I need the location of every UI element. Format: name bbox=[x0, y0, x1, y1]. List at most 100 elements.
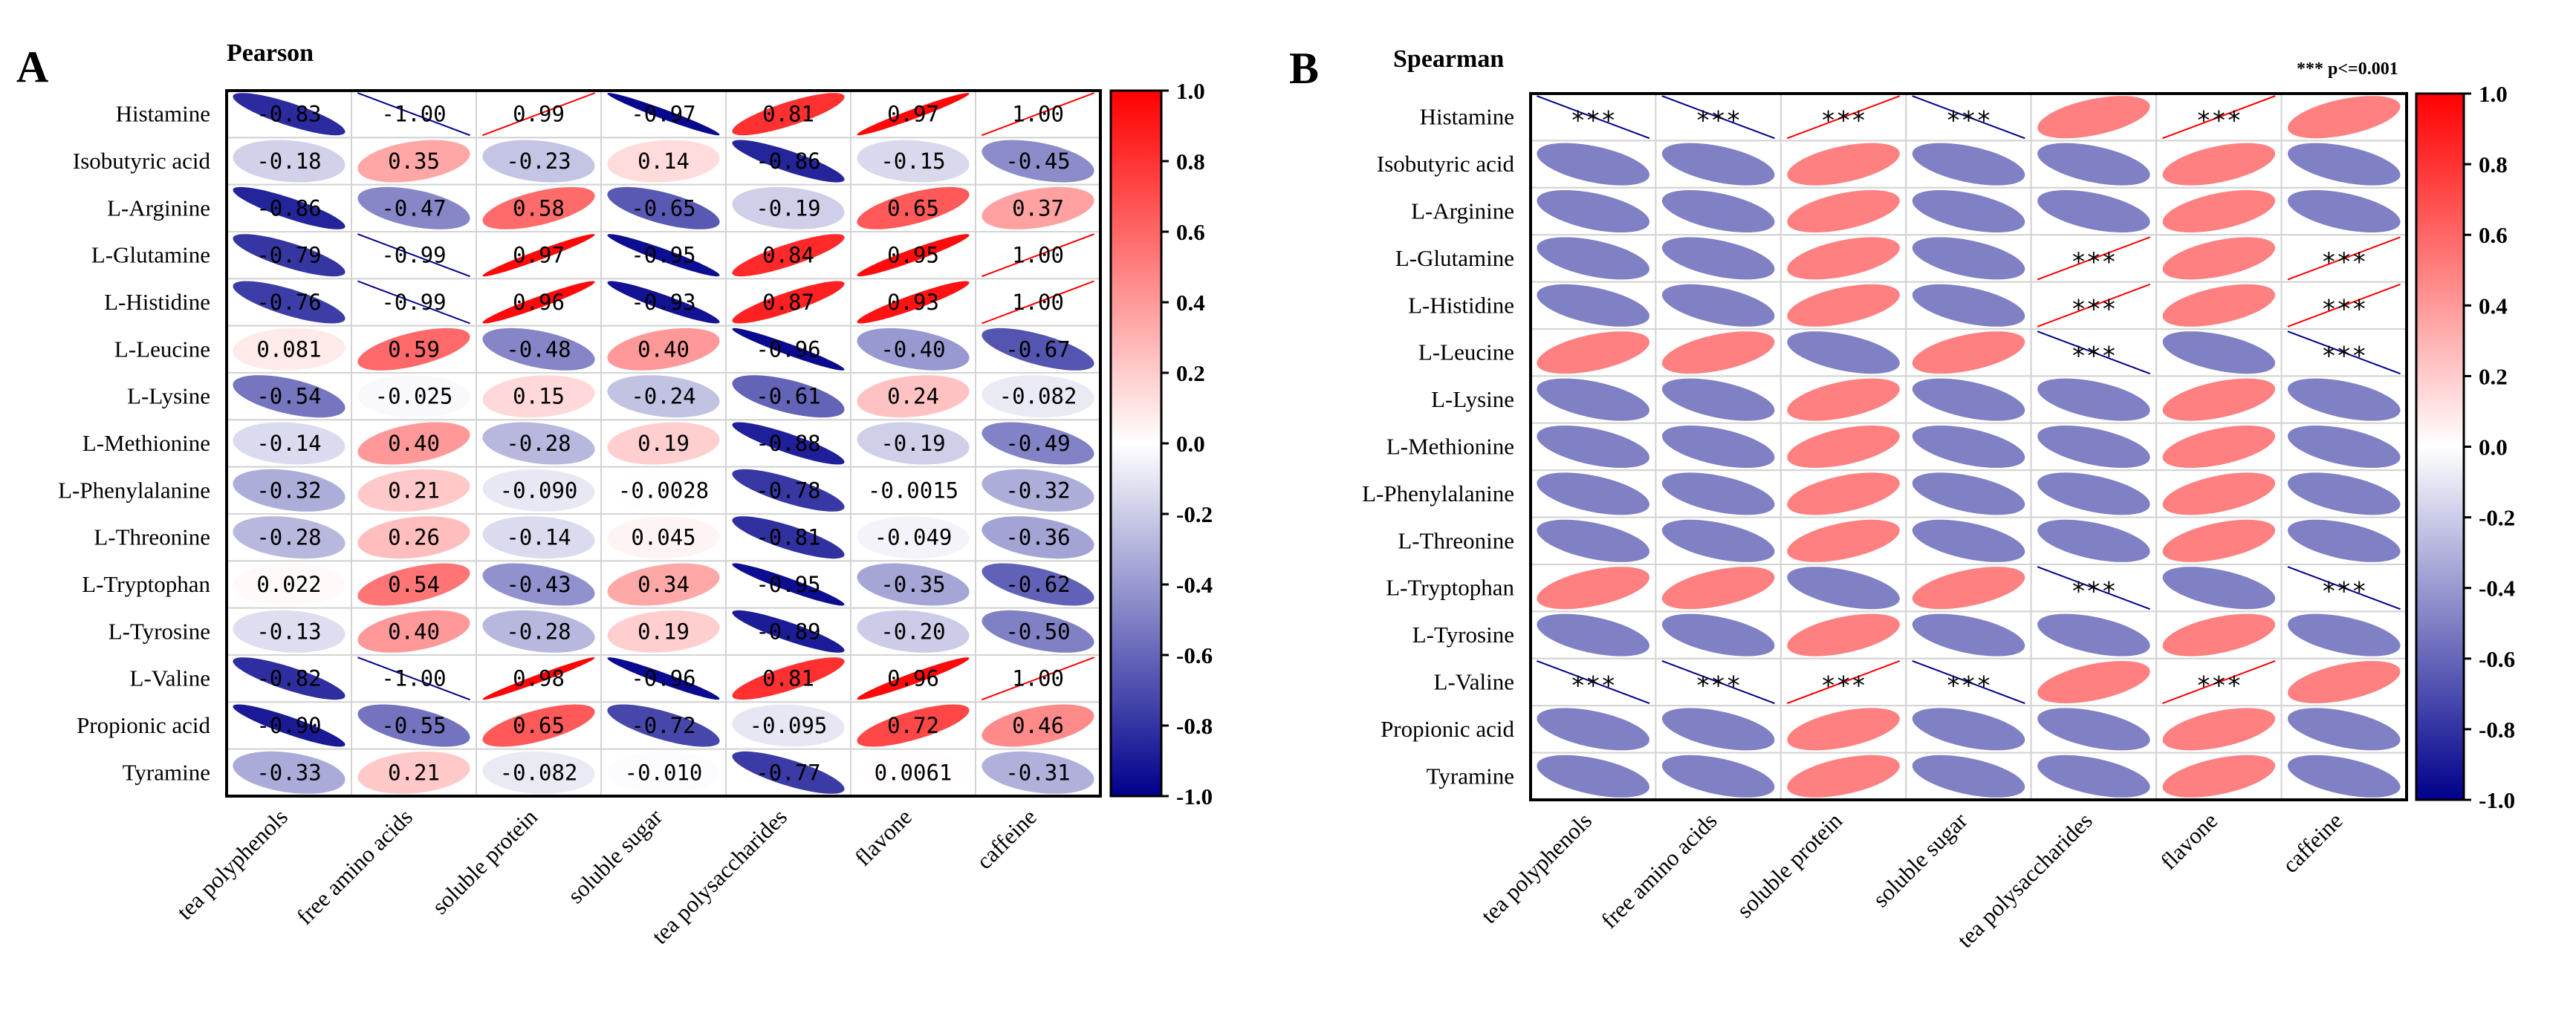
row-label: Histamine bbox=[116, 101, 210, 127]
correlation-ellipse bbox=[1537, 284, 1649, 327]
column-label: free amino acids bbox=[1596, 807, 1722, 934]
correlation-ellipse bbox=[732, 186, 845, 229]
correlation-ellipse bbox=[2037, 613, 2150, 657]
correlation-ellipse bbox=[607, 281, 720, 324]
colorbar-tick-label: 0.4 bbox=[1176, 290, 1205, 316]
correlation-ellipse bbox=[233, 328, 345, 371]
correlation-ellipse bbox=[982, 657, 1094, 701]
column-label: tea polysaccharides bbox=[1952, 807, 2098, 953]
correlation-ellipse bbox=[233, 516, 345, 559]
correlation-ellipse bbox=[1661, 519, 1775, 562]
correlation-ellipse bbox=[1537, 143, 1649, 186]
cell-value-label: -0.79 bbox=[256, 243, 321, 268]
correlation-ellipse bbox=[2162, 660, 2276, 704]
significance-stars: *** bbox=[1946, 106, 1991, 136]
correlation-ellipse bbox=[1787, 331, 1900, 374]
cell-value-label: 0.96 bbox=[513, 290, 565, 315]
correlation-ellipse bbox=[233, 751, 345, 794]
correlation-ellipse bbox=[1912, 755, 2025, 798]
correlation-ellipse bbox=[2162, 519, 2276, 562]
correlation-ellipse bbox=[732, 751, 845, 794]
row-label: L-Tyrosine bbox=[108, 618, 210, 644]
cell-value-label: -0.28 bbox=[506, 619, 571, 644]
cell-value-label: -0.65 bbox=[631, 195, 695, 221]
column-label: free amino acids bbox=[291, 804, 418, 930]
correlation-ellipse bbox=[2288, 426, 2401, 468]
cell-value-label: -0.0015 bbox=[868, 478, 958, 503]
correlation-ellipse bbox=[982, 610, 1094, 653]
correlation-ellipse bbox=[1537, 613, 1649, 657]
correlation-ellipse bbox=[732, 281, 845, 324]
colorbar bbox=[2415, 92, 2465, 801]
correlation-ellipse bbox=[1661, 472, 1775, 515]
row-label: L-Valine bbox=[130, 665, 210, 691]
correlation-ellipse bbox=[607, 186, 720, 229]
correlation-ellipse bbox=[1787, 426, 1900, 468]
row-label: Isobutyric acid bbox=[1377, 151, 1515, 177]
cell-value-label: -0.90 bbox=[256, 713, 321, 738]
row-label: L-Glutamine bbox=[91, 242, 210, 268]
correlation-ellipse bbox=[1787, 613, 1900, 657]
correlation-ellipse bbox=[857, 563, 970, 606]
cell-value-label: -1.00 bbox=[381, 666, 446, 691]
correlation-ellipse bbox=[732, 516, 845, 559]
cell-value-label: 0.14 bbox=[637, 149, 690, 174]
correlation-ellipse bbox=[982, 751, 1094, 794]
cell-value-label: -0.50 bbox=[1005, 619, 1070, 644]
cell-value-label: 0.21 bbox=[388, 478, 440, 503]
colorbar-tick-label: 1.0 bbox=[2479, 81, 2508, 107]
cell-value-label: -0.72 bbox=[631, 713, 695, 738]
correlation-ellipse bbox=[607, 422, 720, 465]
colorbar bbox=[1109, 89, 1163, 798]
cell-value-label: -0.96 bbox=[756, 336, 820, 362]
correlation-ellipse bbox=[1787, 190, 1900, 232]
cell-value-label: 0.96 bbox=[887, 666, 939, 691]
column-label: flavone bbox=[2155, 807, 2222, 874]
correlation-ellipse bbox=[482, 610, 595, 653]
correlation-ellipse bbox=[357, 140, 470, 183]
cell-value-label: -0.61 bbox=[756, 384, 820, 409]
correlation-ellipse bbox=[2162, 284, 2276, 327]
correlation-ellipse bbox=[357, 233, 470, 278]
correlation-ellipse bbox=[857, 234, 970, 277]
correlation-ellipse bbox=[1661, 95, 1775, 140]
correlation-ellipse bbox=[732, 375, 845, 418]
correlation-ellipse bbox=[857, 422, 970, 465]
correlation-ellipse bbox=[857, 516, 970, 559]
correlation-ellipse bbox=[482, 186, 595, 229]
correlation-ellipse bbox=[1912, 143, 2025, 186]
correlation-ellipse bbox=[2162, 378, 2276, 421]
correlation-ellipse bbox=[1661, 755, 1775, 798]
correlation-ellipse bbox=[482, 234, 595, 277]
correlation-ellipse bbox=[357, 375, 470, 418]
colorbar-tick-label: -0.2 bbox=[1176, 501, 1213, 527]
cell-value-label: 1.00 bbox=[1012, 666, 1064, 691]
colorbar-tick-label: -0.2 bbox=[2479, 505, 2515, 531]
correlation-ellipse bbox=[732, 610, 845, 653]
cell-value-label: -0.99 bbox=[381, 243, 446, 268]
correlation-ellipse bbox=[482, 563, 595, 606]
cell-value-label: 0.19 bbox=[637, 619, 690, 644]
correlation-ellipse bbox=[2288, 755, 2401, 798]
correlation-ellipse bbox=[1912, 190, 2025, 232]
cell-value-label: -0.15 bbox=[880, 149, 945, 174]
row-label: L-Leucine bbox=[114, 336, 210, 362]
cell-value-label: -0.93 bbox=[631, 290, 695, 315]
correlation-ellipse bbox=[1537, 660, 1650, 704]
column-label: caffeine bbox=[2277, 807, 2348, 878]
significance-stars: *** bbox=[1820, 671, 1866, 701]
row-label: Propionic acid bbox=[1381, 716, 1514, 742]
cell-value-label: 0.72 bbox=[887, 713, 939, 738]
correlation-ellipse bbox=[482, 469, 595, 512]
cell-value-label: -1.00 bbox=[381, 102, 446, 127]
correlation-ellipse bbox=[732, 704, 845, 747]
correlation-ellipse bbox=[1537, 237, 1649, 280]
cell-value-label: 0.40 bbox=[388, 619, 440, 644]
row-label: Propionic acid bbox=[77, 712, 210, 738]
correlation-ellipse bbox=[982, 516, 1094, 559]
correlation-ellipse bbox=[607, 375, 720, 418]
column-label: tea polyphenols bbox=[172, 804, 293, 925]
cell-value-label: 0.46 bbox=[1012, 713, 1064, 738]
correlation-ellipse bbox=[1912, 426, 2025, 468]
cell-value-label: 0.21 bbox=[388, 760, 440, 785]
